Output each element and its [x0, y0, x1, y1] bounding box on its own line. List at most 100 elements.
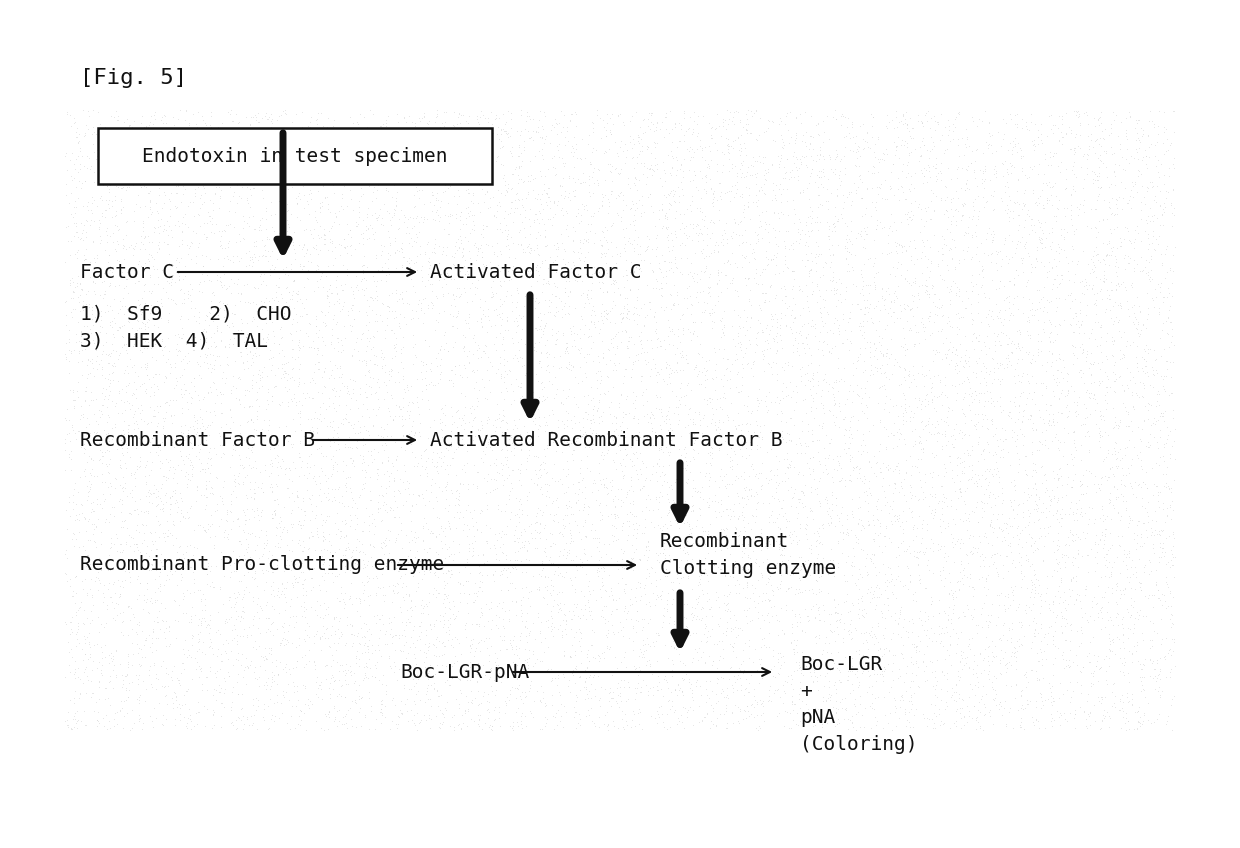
Point	[986, 427, 1006, 440]
Point	[92, 276, 112, 289]
Point	[1065, 292, 1085, 305]
Point	[805, 669, 825, 683]
Point	[1014, 668, 1034, 682]
Point	[1049, 539, 1069, 553]
Point	[60, 274, 79, 287]
Point	[512, 198, 532, 212]
Point	[136, 137, 156, 150]
Point	[629, 436, 649, 449]
Point	[994, 589, 1014, 603]
Point	[283, 238, 303, 252]
Point	[976, 361, 996, 375]
Point	[498, 126, 518, 140]
Point	[905, 529, 925, 543]
Point	[962, 682, 982, 695]
Point	[279, 678, 299, 691]
Point	[213, 388, 233, 401]
Point	[377, 429, 397, 443]
Point	[1022, 218, 1042, 232]
Point	[901, 177, 921, 191]
Point	[701, 470, 720, 483]
Point	[1156, 144, 1176, 158]
Point	[419, 595, 439, 609]
Point	[1014, 220, 1034, 234]
Point	[548, 515, 568, 528]
Point	[148, 497, 167, 510]
Point	[405, 337, 425, 350]
Point	[730, 310, 750, 324]
Point	[615, 443, 635, 456]
Point	[441, 298, 461, 311]
Point	[833, 308, 853, 321]
Point	[439, 216, 459, 230]
Point	[449, 700, 469, 714]
Point	[833, 201, 853, 215]
Point	[174, 327, 193, 341]
Point	[179, 426, 198, 439]
Point	[1012, 572, 1032, 586]
Point	[996, 153, 1016, 167]
Point	[646, 120, 666, 133]
Point	[304, 341, 324, 354]
Point	[1022, 445, 1042, 459]
Point	[895, 272, 915, 286]
Point	[872, 606, 892, 620]
Point	[584, 668, 604, 682]
Point	[785, 332, 805, 345]
Point	[901, 288, 921, 302]
Point	[699, 271, 719, 284]
Point	[1123, 179, 1143, 192]
Point	[580, 608, 600, 622]
Point	[1131, 539, 1151, 553]
Point	[858, 164, 878, 177]
Point	[419, 711, 439, 725]
Point	[314, 411, 334, 425]
Point	[1012, 253, 1032, 266]
Point	[1115, 658, 1135, 672]
Point	[145, 173, 165, 187]
Point	[980, 706, 999, 719]
Point	[915, 605, 935, 619]
Point	[506, 187, 526, 201]
Point	[259, 641, 279, 655]
Point	[1032, 232, 1052, 246]
Point	[894, 702, 914, 716]
Point	[897, 454, 916, 467]
Point	[1019, 249, 1039, 263]
Point	[615, 600, 635, 613]
Point	[601, 187, 621, 201]
Point	[1089, 434, 1109, 448]
Point	[714, 304, 734, 317]
Point	[67, 569, 87, 583]
Point	[1127, 322, 1147, 336]
Point	[1109, 315, 1128, 329]
Point	[337, 176, 357, 190]
Point	[71, 282, 91, 296]
Point	[854, 387, 874, 400]
Point	[920, 212, 940, 226]
Point	[761, 319, 781, 332]
Point	[656, 570, 676, 583]
Point	[1012, 113, 1032, 126]
Point	[455, 339, 475, 353]
Point	[583, 336, 603, 349]
Point	[563, 444, 583, 457]
Point	[852, 589, 872, 603]
Point	[565, 705, 585, 718]
Point	[435, 178, 455, 192]
Point	[166, 431, 186, 444]
Point	[160, 562, 180, 576]
Point	[921, 393, 941, 406]
Point	[947, 491, 967, 505]
Point	[787, 153, 807, 166]
Point	[66, 477, 86, 490]
Point	[629, 519, 649, 533]
Point	[692, 365, 712, 379]
Point	[742, 522, 761, 535]
Point	[254, 654, 274, 667]
Point	[753, 496, 773, 510]
Point	[475, 195, 495, 209]
Point	[553, 613, 573, 627]
Point	[308, 527, 327, 540]
Point	[332, 192, 352, 205]
